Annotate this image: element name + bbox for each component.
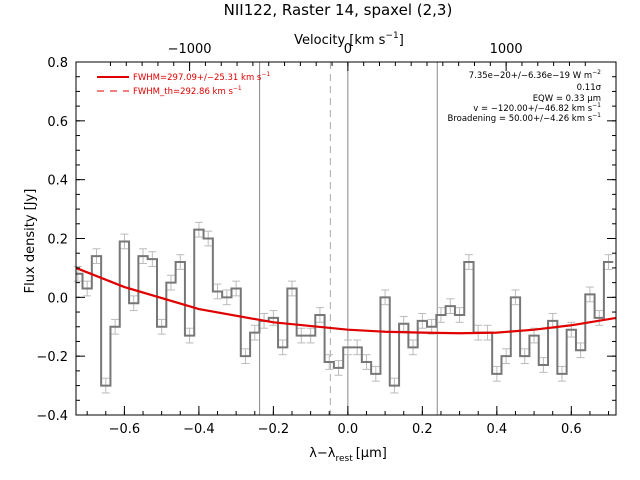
top-tick-label-1: 0 [344,42,352,57]
annotation-3: v = −120.00+/−46.82 km s−1 [473,102,601,114]
top-axis-label-text: Velocity [km s [294,33,386,48]
annotation-4: Broadening = 50.00+/−4.26 km s−1 [448,112,602,124]
legend: FWHM=297.09+/−25.31 km s−1FWHM_th=292.86… [97,71,270,97]
y-tick-label-0: −0.4 [36,409,68,424]
y-tick-label-3: 0.2 [47,233,68,248]
x-axis-label-sub: rest [335,454,353,464]
x-tick-label-2: −0.2 [258,422,290,437]
annotation-1: 0.11σ [577,83,602,93]
y-tick-label-4: 0.4 [47,174,68,189]
x-axis-label-unit: [μm] [356,446,387,461]
x-tick-label-1: −0.4 [183,422,215,437]
annotation-2: EQW = 0.33 μm [533,94,601,104]
y-tick-label-2: 0.0 [47,291,68,306]
top-tick-label-2: 1000 [490,42,523,57]
plot-axes: −0.6 −0.4 −0.2 0.0 0.2 0.4 0.6 −0.4 −0.2 0.0 0.2 0.… [36,42,617,437]
x-axis-label-text: λ−λ [309,446,336,461]
annotation-0: 7.35e−20+/−6.36e−19 W m−2 [469,69,601,81]
x-axis-label: λ−λrest [μm] [309,446,387,464]
top-tick-label-0: −1000 [168,42,212,57]
top-axis-label-sup: −1 [385,31,398,41]
annotation-sup-4: −1 [592,112,601,119]
spectrum-line [76,228,614,387]
annotation-text-4: Broadening = 50.00+/−4.26 km s [448,114,593,124]
y-tick-label-5: 0.6 [47,115,68,130]
reference-lines [259,62,438,415]
annotation-text-0: 7.35e−20+/−6.36e−19 W m [469,71,592,81]
annotation-text-3: v = −120.00+/−46.82 km s [473,104,592,114]
x-tick-label-0: −0.6 [109,422,141,437]
legend-entry-text-1: FWHM_th=292.86 km s [133,87,233,97]
chart-title: NII122, Raster 14, spaxel (2,3) [224,1,453,19]
legend-entry-1: FWHM_th=292.86 km s−1 [133,85,242,97]
top-axis-label-end: ] [399,33,404,48]
y-tick-label-6: 0.8 [47,56,68,71]
x-tick-label-3: 0.0 [338,422,359,437]
spectrum-histogram [76,228,614,387]
y-tick-label-1: −0.2 [36,350,68,365]
fit-curve-line [75,266,617,335]
top-axis-label: Velocity [km s−1] [294,31,404,48]
legend-entry-sup-1: −1 [233,85,242,92]
legend-entry-text-0: FWHM=297.09+/−25.31 km s [133,73,262,83]
annotation-sup-0: −2 [592,69,601,76]
fit-curve [75,266,617,335]
annotation-sup-3: −1 [592,102,601,109]
x-tick-label-6: 0.6 [561,422,582,437]
y-axis-label: Flux density [Jy] [23,189,38,294]
annotation-text-2: EQW = 0.33 μm [533,94,601,104]
legend-entry-sup-0: −1 [261,71,270,78]
legend-entry-0: FWHM=297.09+/−25.31 km s−1 [133,71,270,83]
annotation-text-1: 0.11σ [577,83,602,93]
x-tick-label-4: 0.2 [412,422,433,437]
x-tick-label-5: 0.4 [486,422,507,437]
